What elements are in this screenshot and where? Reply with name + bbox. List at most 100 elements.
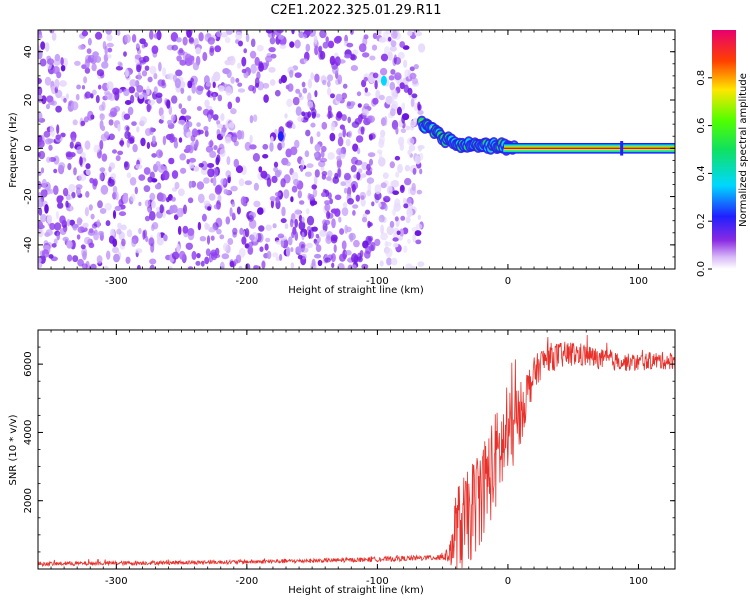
spectrogram-noise-blob [244, 180, 252, 186]
spectrogram-noise-blob [258, 61, 263, 69]
spectrogram-noise-blob [158, 61, 162, 72]
spectrogram-noise-blob [250, 38, 256, 48]
spectrogram-noise-blob [149, 30, 154, 40]
spectrogram-noise-blob [361, 263, 369, 269]
spectrogram-noise-blob [153, 86, 158, 95]
spectrogram-noise-blob [112, 87, 120, 95]
spectrogram-noise-blob [412, 167, 417, 175]
spectrogram-noise-blob [153, 72, 158, 80]
spectrogram-noise-blob [340, 181, 347, 187]
spectrogram-noise-blob [330, 253, 336, 263]
spectrogram-noise-blob [203, 125, 209, 131]
spectrogram-noise-blob [72, 255, 79, 263]
spectrogram-xtick-label: -300 [105, 276, 128, 287]
spectrogram-noise-blob [40, 41, 46, 50]
spectrogram-noise-blob [207, 206, 212, 211]
colorbar-tick-label: 0.4 [696, 165, 707, 181]
spectrogram-noise-blob [394, 216, 399, 222]
spectrogram-noise-blob [208, 109, 214, 115]
spectrogram-noise-blob [418, 145, 422, 152]
spectrogram-noise-blob [378, 94, 385, 101]
spectrogram-noise-blob [270, 198, 274, 209]
spectrogram-noise-blob [265, 60, 270, 67]
spectrogram-noise-blob [326, 176, 332, 182]
spectrogram-noise-blob [120, 224, 127, 231]
spectrogram-noise-blob [180, 167, 187, 174]
spectrogram-noise-blob [317, 259, 323, 267]
spectrogram-noise-blob [62, 187, 69, 197]
spectrogram-noise-blob [142, 230, 146, 240]
spectrogram-noise-blob [335, 93, 343, 102]
spectrogram-noise-blob [301, 111, 306, 117]
spectrogram-noise-blob [75, 93, 80, 101]
spectrogram-noise-blob [309, 136, 314, 145]
spectrogram-noise-blob [291, 185, 298, 193]
spectrogram-noise-blob [107, 178, 115, 187]
spectrogram-noise-blob [408, 144, 416, 152]
spectrogram-noise-blob [255, 82, 259, 88]
spectrogram-noise-blob [259, 246, 264, 252]
spectrogram-noise-blob [112, 246, 119, 254]
spectrogram-noise-blob [84, 91, 92, 99]
spectrogram-noise-blob [322, 79, 327, 86]
spectrogram-noise-blob [280, 74, 287, 84]
spectrogram-noise-blob [345, 226, 352, 233]
spectrogram-noise-blob [49, 30, 55, 34]
spectrogram-noise-blob [358, 43, 367, 53]
spectrogram-noise-blob [204, 99, 210, 108]
spectrogram-noise-blob [60, 57, 64, 66]
spectrogram-noise-blob [404, 177, 412, 186]
spectrogram-noise-blob [380, 224, 384, 235]
spectrogram-noise-blob [269, 37, 276, 45]
spectrogram-noise-blob [235, 96, 241, 103]
spectrogram-noise-blob [265, 30, 273, 34]
spectrogram-noise-blob [301, 247, 309, 253]
spectrogram-noise-blob [103, 265, 109, 269]
spectrogram-noise-blob [118, 211, 127, 217]
spectrogram-noise-blob [341, 92, 348, 100]
spectrogram-noise-blob [372, 32, 378, 40]
spectrogram-noise-blob [294, 72, 302, 78]
spectrogram-noise-blob [180, 107, 187, 115]
spectrogram-noise-blob [90, 263, 97, 269]
spectrogram-noise-blob [214, 45, 222, 53]
spectrogram-noise-blob [207, 113, 212, 123]
spectrogram-noise-blob [406, 197, 412, 204]
spectrogram-noise-blob [173, 140, 179, 149]
spectrogram-noise-blob [330, 234, 338, 242]
spectrogram-noise-blob [371, 201, 375, 207]
spectrogram-noise-blob [193, 166, 200, 172]
spectrogram-noise-blob [341, 114, 347, 122]
spectrogram-noise-blob [247, 246, 254, 255]
spectrogram-noise-blob [102, 41, 107, 50]
spectrogram-noise-blob [136, 264, 141, 269]
spectrogram-noise-blob [342, 127, 347, 138]
spectrogram-noise-blob [264, 243, 269, 251]
spectrogram-noise-blob [376, 30, 383, 36]
spectrogram-noise-blob [84, 58, 90, 69]
spectrogram-noise-blob [44, 76, 52, 86]
spectrogram-noise-blob [378, 214, 385, 223]
spectrogram-noise-blob [124, 34, 131, 44]
spectrogram-noise-blob [83, 116, 89, 123]
spectrogram-noise-blob [158, 150, 163, 157]
spectrogram-noise-blob [295, 106, 302, 116]
spectrogram-noise-blob [101, 61, 109, 69]
spectrogram-noise-blob [393, 243, 399, 248]
spectrogram-noise-blob [280, 218, 287, 224]
spectrogram-noise-blob [261, 260, 266, 269]
spectrogram-noise-blob [277, 142, 283, 151]
spectrogram-noise-blob [352, 204, 359, 209]
spectrogram-noise-blob [230, 76, 235, 84]
spectrogram-noise-blob [307, 78, 313, 89]
spectrogram-noise-blob [225, 216, 231, 225]
spectrogram-noise-blob [51, 33, 56, 41]
spectrogram-noise-blob [380, 53, 389, 62]
spectrogram-noise-blob [67, 163, 72, 171]
spectrogram-noise-blob [198, 32, 204, 42]
spectrogram-noise-blob [112, 185, 118, 194]
spectrogram-noise-blob [343, 187, 348, 194]
spectrogram-noise-blob [74, 60, 81, 66]
spectrogram-noise-blob [390, 257, 398, 266]
